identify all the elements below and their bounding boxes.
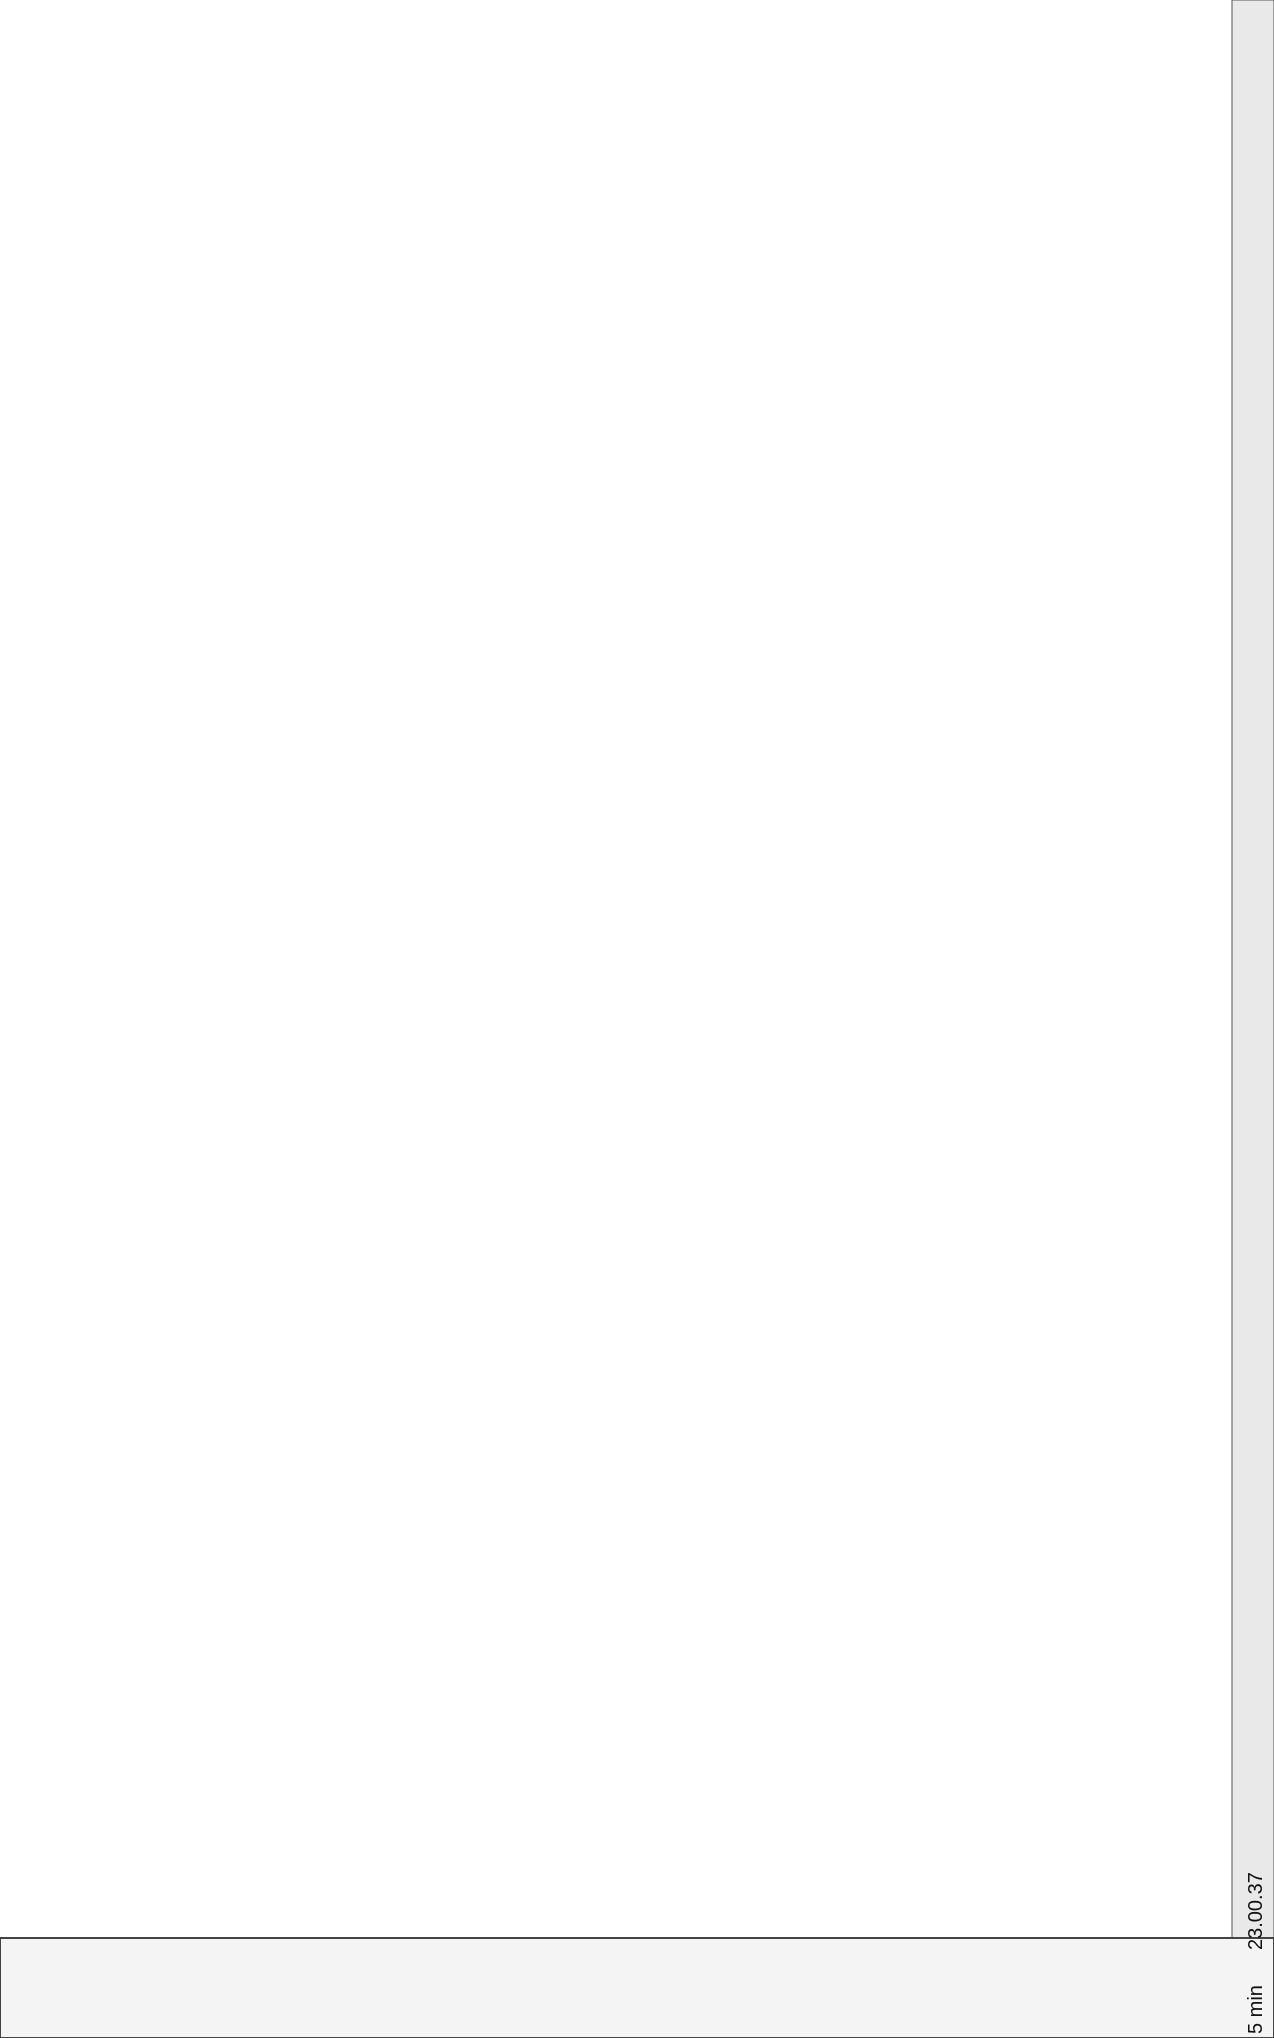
window-length: 5 min — [1245, 1985, 1267, 2034]
clock-time: 23.00.37 — [1245, 1872, 1267, 1950]
